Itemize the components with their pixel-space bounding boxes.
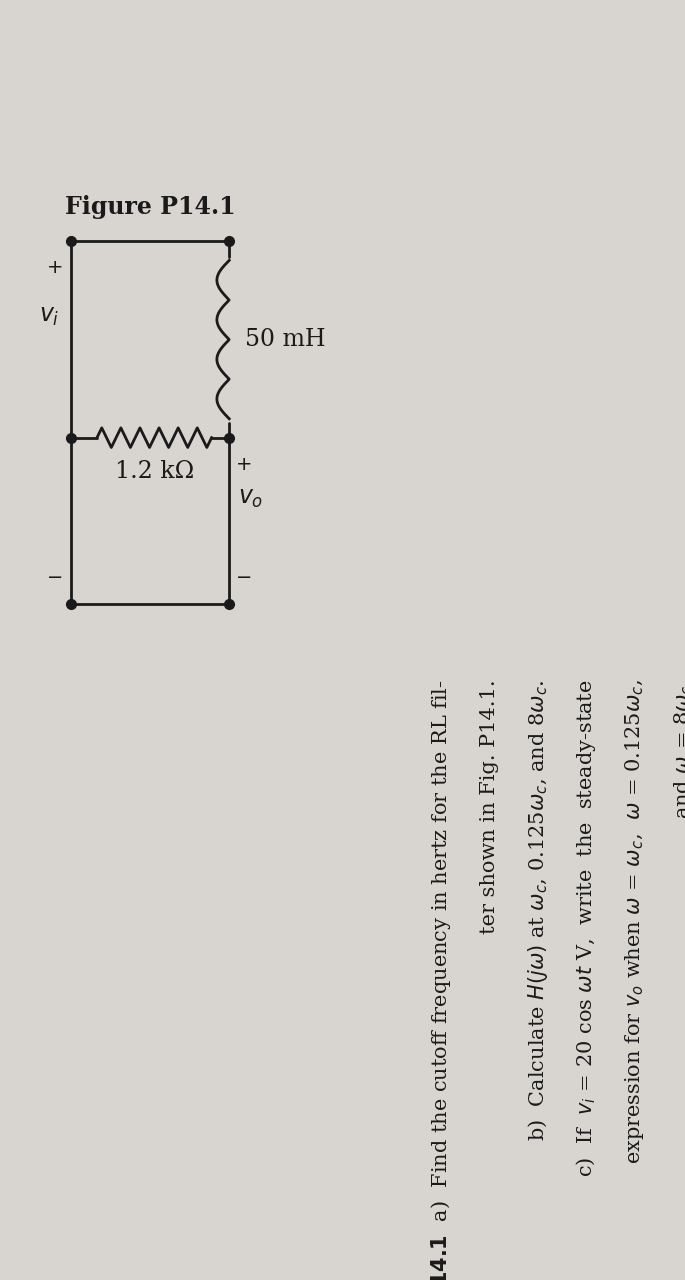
Text: and $\omega$ = 8$\omega_c$.: and $\omega$ = 8$\omega_c$. — [672, 680, 685, 819]
Text: ter shown in Fig. P14.1.: ter shown in Fig. P14.1. — [479, 680, 499, 933]
Text: b)  Calculate $H(j\omega)$ at $\omega_c$, 0.125$\omega_c$, and 8$\omega_c$.: b) Calculate $H(j\omega)$ at $\omega_c$,… — [526, 680, 550, 1140]
Text: c)  If  $v_i$ = 20 cos $\omega t$ V,  write  the  steady-state: c) If $v_i$ = 20 cos $\omega t$ V, write… — [574, 680, 598, 1176]
Text: 50 mH: 50 mH — [245, 328, 325, 351]
Text: $v_i$: $v_i$ — [40, 306, 60, 329]
Text: +: + — [236, 454, 253, 474]
Text: +: + — [47, 259, 64, 278]
Text: expression for $v_o$ when $\omega$ = $\omega_c$,  $\omega$ = 0.125$\omega_c$,: expression for $v_o$ when $\omega$ = $\o… — [623, 680, 647, 1164]
Text: −: − — [236, 568, 253, 586]
Text: −: − — [47, 568, 64, 586]
Text: Figure P14.1: Figure P14.1 — [64, 195, 235, 219]
Text: $v_o$: $v_o$ — [238, 486, 263, 509]
Text: $\bf{14.1}$  a)  Find the cutoff frequency in hertz for the RL fil-: $\bf{14.1}$ a) Find the cutoff frequency… — [429, 680, 453, 1280]
Text: 1.2 kΩ: 1.2 kΩ — [114, 461, 194, 484]
